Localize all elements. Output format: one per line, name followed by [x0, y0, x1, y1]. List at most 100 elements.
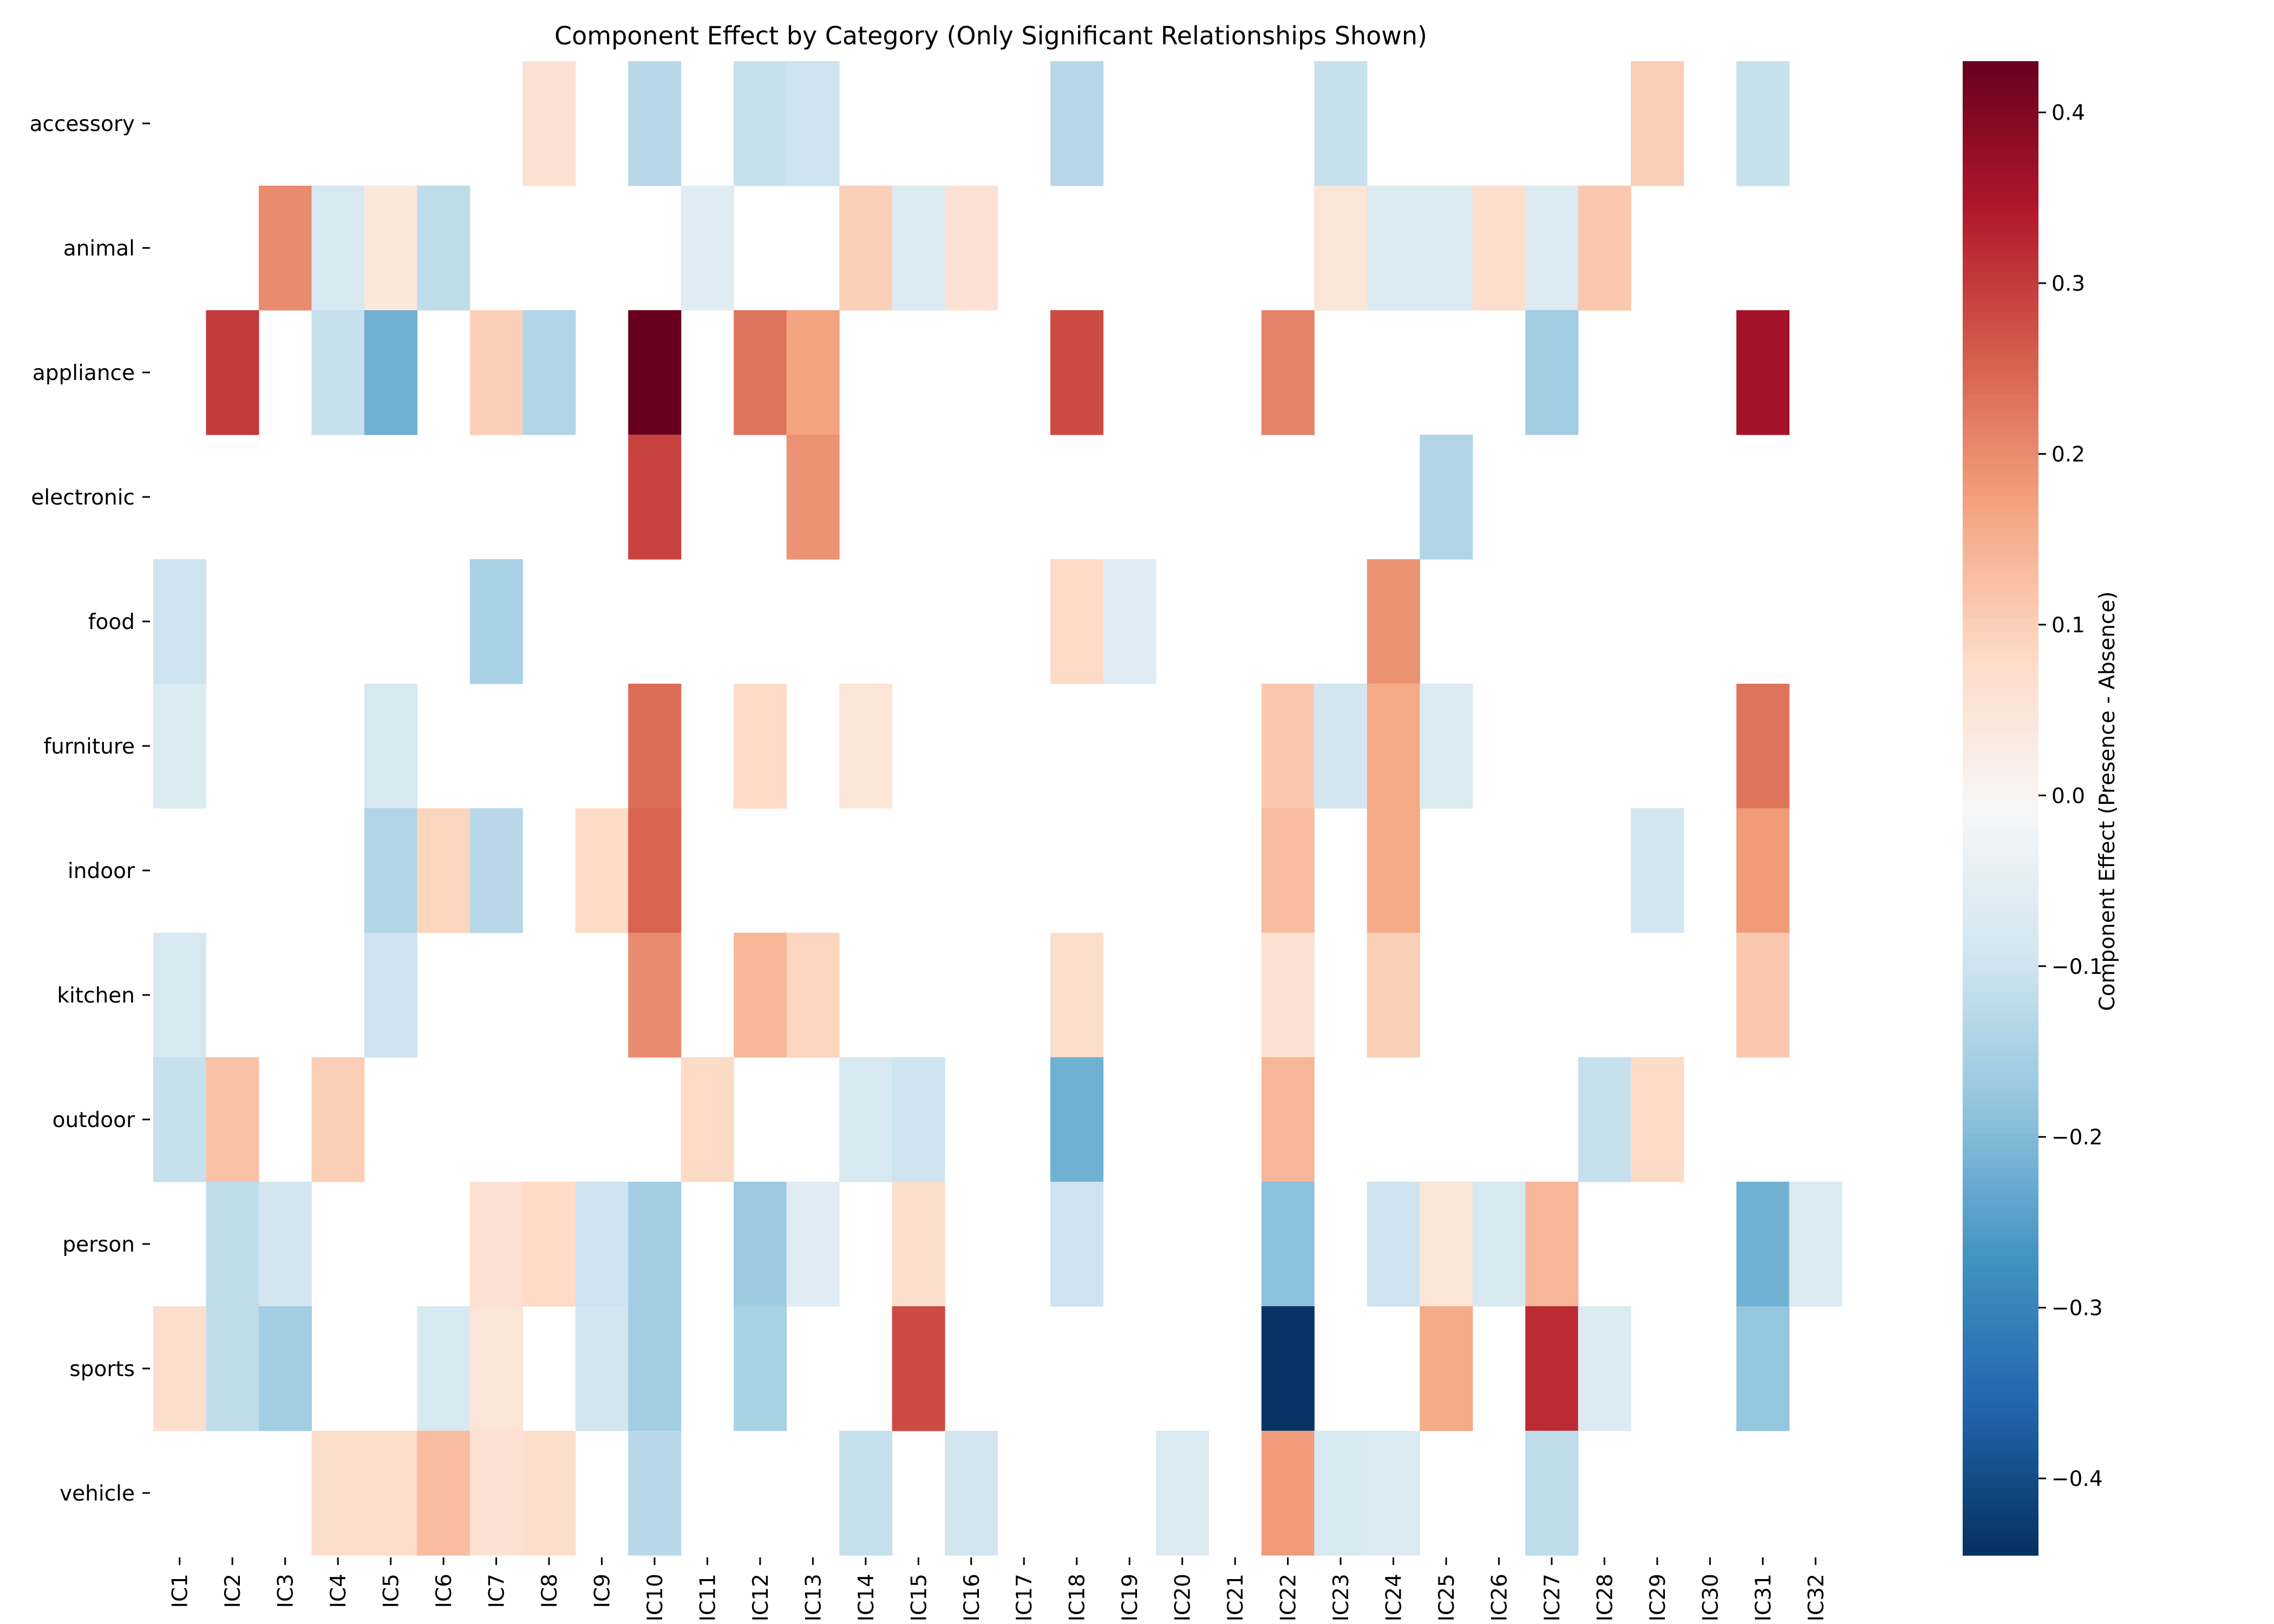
heatmap-cell-accessory-ic18: [1050, 61, 1104, 186]
colorbar-gradient-segment: [1963, 319, 2038, 327]
colorbar-gradient-segment: [1963, 1134, 2038, 1142]
colorbar-gradient-segment: [1963, 244, 2038, 252]
heatmap-cell-sports-ic10: [628, 1306, 682, 1431]
y-tick-label: kitchen: [57, 984, 135, 1008]
y-tick-label: outdoor: [53, 1108, 135, 1132]
colorbar-gradient-segment: [1963, 740, 2038, 748]
heatmap-cell-appliance-ic2: [206, 310, 259, 435]
colorbar-gradient-segment: [1963, 211, 2038, 218]
heatmap-cell-animal-ic14: [839, 186, 893, 311]
colorbar-gradient-segment: [1963, 1304, 2038, 1312]
x-tick-label: IC30: [1698, 1574, 1723, 1621]
colorbar-gradient-segment: [1963, 788, 2038, 795]
colorbar-gradient-segment: [1963, 924, 2038, 931]
colorbar-gradient-segment: [1963, 1242, 2038, 1250]
x-tick-label: IC26: [1487, 1574, 1512, 1621]
colorbar-gradient-segment: [1963, 1121, 2038, 1128]
heatmap-cell-furniture-ic14: [839, 684, 893, 809]
colorbar-gradient-segment: [1963, 88, 2038, 96]
colorbar-gradient-segment: [1963, 75, 2038, 82]
y-tick-label: sports: [69, 1357, 135, 1381]
heatmap-cell-animal-ic5: [364, 186, 417, 311]
heatmap-cell-sports-ic9: [575, 1306, 629, 1431]
colorbar-gradient-segment: [1963, 1324, 2038, 1332]
colorbar-gradient-segment: [1963, 1481, 2038, 1488]
colorbar-gradient-segment: [1963, 435, 2038, 442]
colorbar-gradient-segment: [1963, 1521, 2038, 1529]
colorbar-gradient-segment: [1963, 849, 2038, 856]
colorbar-gradient-segment: [1963, 387, 2038, 395]
colorbar-gradient-segment: [1963, 1236, 2038, 1243]
heatmap-cell-accessory-ic10: [628, 61, 682, 186]
colorbar-gradient-segment: [1963, 652, 2038, 659]
heatmap-cell-animal-ic26: [1472, 186, 1526, 311]
colorbar-gradient-segment: [1963, 686, 2038, 693]
colorbar-gradient-segment: [1963, 1209, 2038, 1216]
colorbar-gradient-segment: [1963, 1005, 2038, 1013]
heatmap-cell-vehicle-ic14: [839, 1431, 893, 1556]
colorbar-gradient-segment: [1963, 1229, 2038, 1237]
x-tick-label: IC21: [1224, 1574, 1248, 1621]
colorbar-gradient-segment: [1963, 183, 2038, 191]
heatmap-cell-kitchen-ic10: [628, 933, 682, 1058]
heatmap-cell-animal-ic25: [1420, 186, 1473, 311]
heatmap-cell-food-ic19: [1103, 559, 1156, 684]
colorbar-gradient-segment: [1963, 448, 2038, 456]
colorbar-gradient-segment: [1963, 801, 2038, 809]
colorbar-tick-label: −0.3: [2051, 1296, 2103, 1321]
colorbar-gradient-segment: [1963, 631, 2038, 639]
colorbar-gradient-segment: [1963, 482, 2038, 490]
colorbar-gradient-segment: [1963, 523, 2038, 531]
heatmap-cell-vehicle-ic23: [1314, 1431, 1368, 1556]
heatmap-cell-kitchen-ic18: [1050, 933, 1104, 1058]
colorbar-gradient-segment: [1963, 1426, 2038, 1433]
colorbar-gradient-segment: [1963, 1297, 2038, 1305]
x-tick-label: IC22: [1277, 1574, 1301, 1621]
colorbar-gradient-segment: [1963, 591, 2038, 598]
heatmap-cell-food-ic24: [1367, 559, 1420, 684]
y-tick-label: indoor: [68, 859, 135, 883]
colorbar-gradient-segment: [1963, 869, 2038, 877]
heatmap-cell-animal-ic11: [681, 186, 734, 311]
x-tick-label: IC4: [326, 1574, 351, 1608]
colorbar-gradient-segment: [1963, 258, 2038, 266]
heatmap-cell-furniture-ic22: [1261, 684, 1315, 809]
colorbar-gradient-segment: [1963, 1508, 2038, 1515]
colorbar-gradient-segment: [1963, 374, 2038, 381]
colorbar-gradient-segment: [1963, 1494, 2038, 1502]
colorbar-gradient-segment: [1963, 767, 2038, 775]
heatmap-cell-appliance-ic10: [628, 310, 682, 435]
colorbar-gradient-segment: [1963, 1453, 2038, 1461]
heatmap-cell-person-ic7: [469, 1182, 523, 1307]
y-tick-label: food: [88, 610, 135, 634]
colorbar-gradient-segment: [1963, 1059, 2038, 1067]
colorbar-gradient-segment: [1963, 1345, 2038, 1352]
heatmap-cell-sports-ic25: [1420, 1306, 1473, 1431]
colorbar-gradient-segment: [1963, 401, 2038, 408]
y-tick-label: vehicle: [60, 1482, 135, 1506]
x-tick-label: IC11: [696, 1574, 720, 1621]
colorbar-gradient-segment: [1963, 468, 2038, 476]
colorbar-gradient-segment: [1963, 794, 2038, 802]
colorbar-gradient-segment: [1963, 305, 2038, 313]
heatmap-cell-appliance-ic27: [1525, 310, 1579, 435]
x-tick-label: IC17: [1012, 1574, 1037, 1621]
heatmap-cell-food-ic7: [469, 559, 523, 684]
colorbar-gradient-segment: [1963, 502, 2038, 510]
heatmap-cell-accessory-ic31: [1736, 61, 1790, 186]
heatmap-cell-outdoor-ic2: [206, 1057, 259, 1182]
colorbar-gradient-segment: [1963, 102, 2038, 109]
heatmap-cell-accessory-ic23: [1314, 61, 1368, 186]
heatmap-cell-kitchen-ic1: [153, 933, 207, 1058]
x-tick-label: IC13: [801, 1574, 826, 1621]
colorbar-gradient-segment: [1963, 1127, 2038, 1135]
colorbar-gradient-segment: [1963, 1046, 2038, 1053]
x-tick-label: IC14: [854, 1574, 879, 1621]
heatmap-cell-vehicle-ic7: [469, 1431, 523, 1556]
x-tick-label: IC15: [907, 1574, 931, 1621]
colorbar-gradient-segment: [1963, 1365, 2038, 1373]
colorbar-gradient-segment: [1963, 414, 2038, 422]
colorbar-gradient-segment: [1963, 1338, 2038, 1345]
colorbar-tick-label: 0.4: [2051, 101, 2085, 126]
colorbar-gradient-segment: [1963, 564, 2038, 571]
